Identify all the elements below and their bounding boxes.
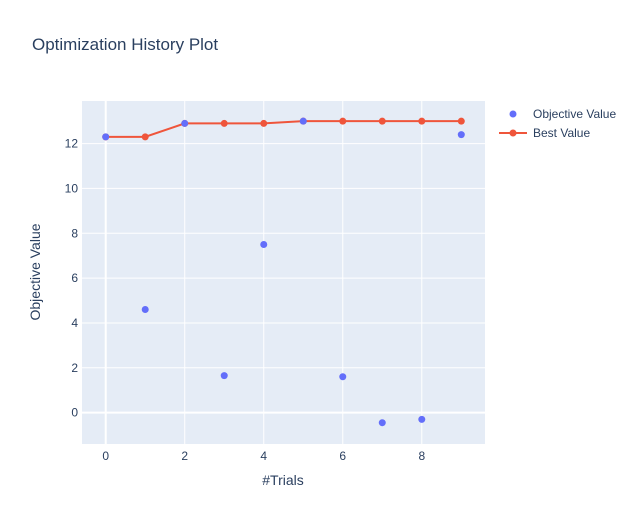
y-tick-label: 2 xyxy=(71,361,78,375)
data-point-best-value[interactable] xyxy=(339,117,347,125)
legend-label-objective-value: Objective Value xyxy=(533,107,616,121)
data-point-best-value[interactable] xyxy=(141,133,149,141)
y-axis-ticks: 0 2 4 6 8 10 12 xyxy=(65,137,79,420)
x-tick-label: 6 xyxy=(339,449,346,463)
series-layer xyxy=(102,117,465,427)
data-point-best-value[interactable] xyxy=(220,119,228,127)
legend-marker-best-value xyxy=(509,129,517,137)
data-point-best-value[interactable] xyxy=(418,117,426,125)
data-point-objective-value[interactable] xyxy=(299,117,307,125)
x-tick-label: 0 xyxy=(102,449,109,463)
series-objective-value xyxy=(102,117,465,427)
data-point-objective-value[interactable] xyxy=(457,131,465,139)
data-point-objective-value[interactable] xyxy=(141,305,149,313)
y-tick-label: 6 xyxy=(71,271,78,285)
y-tick-label: 10 xyxy=(65,181,79,195)
y-tick-label: 0 xyxy=(71,406,78,420)
x-tick-label: 2 xyxy=(181,449,188,463)
y-axis-title: Objective Value xyxy=(27,223,43,320)
y-tick-label: 8 xyxy=(71,226,78,240)
chart-title: Optimization History Plot xyxy=(32,35,218,54)
data-point-best-value[interactable] xyxy=(457,117,465,125)
plot-area xyxy=(82,101,485,444)
legend-item-objective-value[interactable]: Objective Value xyxy=(509,107,617,121)
grid-lines xyxy=(82,101,485,444)
data-point-objective-value[interactable] xyxy=(260,240,268,248)
x-axis-ticks: 0 2 4 6 8 xyxy=(102,449,425,463)
data-point-objective-value[interactable] xyxy=(220,372,228,380)
data-point-objective-value[interactable] xyxy=(102,133,110,141)
data-point-best-value[interactable] xyxy=(260,119,268,127)
data-point-objective-value[interactable] xyxy=(181,119,189,127)
x-tick-label: 8 xyxy=(418,449,425,463)
data-point-objective-value[interactable] xyxy=(339,373,347,381)
legend-item-best-value[interactable]: Best Value xyxy=(499,126,590,140)
legend-marker-objective-value xyxy=(509,110,517,118)
data-point-best-value[interactable] xyxy=(378,117,386,125)
y-tick-label: 4 xyxy=(71,316,78,330)
series-line-best-value xyxy=(105,120,462,138)
legend-label-best-value: Best Value xyxy=(533,126,590,140)
x-tick-label: 4 xyxy=(260,449,267,463)
y-tick-label: 12 xyxy=(65,137,79,151)
legend[interactable]: Objective Value Best Value xyxy=(499,107,616,140)
data-point-objective-value[interactable] xyxy=(418,415,426,423)
data-point-objective-value[interactable] xyxy=(378,419,386,427)
x-axis-title: #Trials xyxy=(262,472,304,488)
